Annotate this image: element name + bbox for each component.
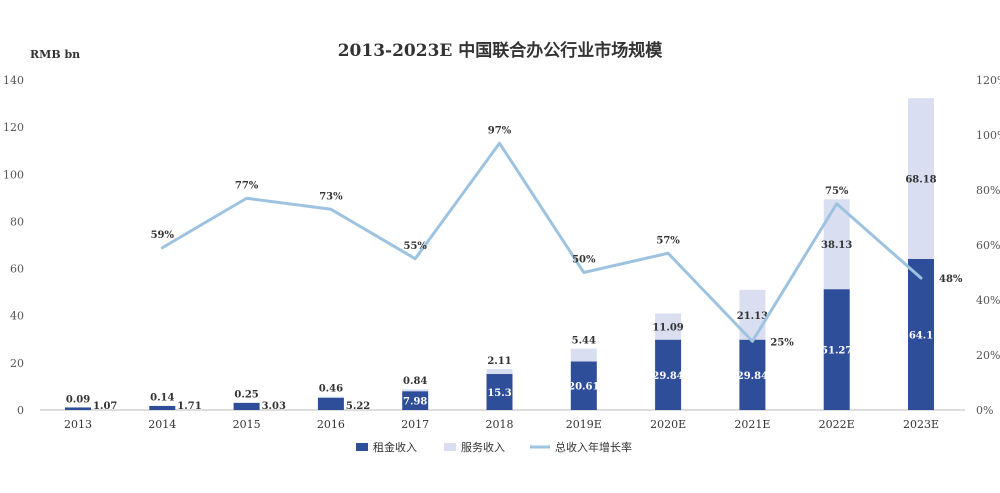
bar-rent [739, 339, 766, 410]
y2-tick-label: 40% [976, 294, 1000, 307]
bar-service-label: 11.09 [652, 323, 683, 334]
y2-tick-label: 100% [976, 129, 1000, 142]
bar-rent-label: 20.61 [568, 382, 599, 393]
x-tick-label: 2022E [819, 418, 855, 431]
bar-service [823, 199, 850, 290]
bar-rent [149, 405, 176, 410]
bar-service-label: 5.44 [572, 336, 596, 347]
growth-line [160, 141, 923, 343]
bar-service-label: 0.25 [234, 389, 258, 400]
bar-service-label: 68.18 [905, 175, 936, 186]
growth-point-label: 55% [403, 241, 427, 252]
y-tick-label: 100 [3, 168, 24, 181]
legend-label-rent: 租金收入 [373, 440, 417, 454]
x-tick-label: 2013 [64, 418, 92, 431]
bar-rent-label: 7.98 [403, 397, 427, 408]
bar-service [908, 98, 934, 259]
bar-rent-label: 1.71 [177, 401, 201, 412]
legend-label-service: 服务收入 [461, 440, 505, 454]
bar-service [317, 396, 344, 398]
y2-tick-label: 20% [976, 349, 1000, 362]
growth-point-label: 57% [656, 235, 680, 246]
y-tick-label: 80 [10, 215, 24, 228]
x-tick-label: 2016 [317, 418, 345, 431]
bar-rent-label: 5.22 [346, 401, 370, 412]
y-tick-label: 40 [10, 310, 24, 323]
bar-rent [65, 407, 91, 410]
y2-tick-label: 80% [976, 184, 1000, 197]
bar-rent-label: 1.07 [93, 401, 117, 412]
x-tick-label: 2021E [734, 418, 770, 431]
y-tick-label: 120 [3, 121, 24, 134]
bar-service-label: 0.09 [66, 394, 90, 405]
growth-point-label: 48% [939, 274, 963, 285]
y-axis-ticks: 0 20 40 60 80 100 120 140 [3, 74, 24, 417]
bar-rent-label: 29.84 [737, 371, 768, 382]
bar-rent-label: 15.3 [487, 388, 511, 399]
bar-service [402, 389, 429, 392]
bar-rent-label: 51.27 [821, 346, 852, 357]
growth-line-layer: 59% 77% 73% 55% 97% 50% 57% 25% 75% 48% [151, 125, 963, 348]
x-tick-label: 2018 [486, 418, 514, 431]
growth-point-label: 50% [572, 255, 596, 266]
bar-rent [486, 373, 513, 410]
bar-rent-label: 3.03 [262, 401, 286, 412]
bar-rent [317, 397, 344, 410]
bar-rent [908, 258, 934, 410]
y-tick-label: 140 [3, 74, 24, 87]
x-axis-labels: 2013 2014 2015 2016 2017 2018 2019E 2020E 2021E 2… [64, 418, 939, 431]
x-tick-label: 2017 [401, 418, 429, 431]
bar-rent-label: 29.84 [652, 371, 683, 382]
bar-service-label: 21.13 [737, 311, 768, 322]
y-tick-label: 0 [17, 404, 24, 417]
growth-point-label: 77% [235, 180, 259, 191]
legend-swatch-service [444, 443, 456, 451]
bar-rent [402, 391, 429, 410]
legend-swatch-rent [356, 443, 368, 451]
legend-label-growth: 总收入年增长率 [555, 440, 632, 454]
bar-service-label: 0.46 [319, 384, 343, 395]
y-tick-label: 60 [10, 263, 24, 276]
bar-service [570, 348, 597, 362]
growth-point-label: 97% [488, 125, 512, 136]
legend: 租金收入 服务收入 总收入年增长率 [356, 440, 632, 454]
bar-rent-label: 64.1 [909, 330, 933, 341]
bar-rent [823, 289, 850, 410]
bars-layer: 1.070.09 1.710.14 3.03 0.25 5.220.46 7.98 0.84… [65, 98, 937, 412]
bar-rent [233, 402, 260, 410]
bar-service [233, 402, 260, 403]
bar-service-label: 2.11 [487, 356, 511, 367]
x-tick-label: 2015 [233, 418, 261, 431]
y-tick-label: 20 [10, 357, 24, 370]
x-tick-label: 2019E [566, 418, 602, 431]
x-tick-label: 2023E [903, 418, 939, 431]
y-axis-unit-label: RMB bn [30, 48, 80, 61]
growth-point-label: 73% [319, 191, 343, 202]
y2-tick-label: 120% [976, 74, 1000, 87]
y2-axis-ticks: 0% 20% 40% 60% 80% 100% 120% [976, 74, 1000, 417]
x-tick-label: 2020E [650, 418, 686, 431]
bar-rent [655, 339, 682, 410]
growth-point-label: 25% [770, 337, 794, 348]
bar-service [655, 313, 682, 340]
bar-service-label: 38.13 [821, 240, 852, 251]
bar-service-label: 0.84 [403, 376, 427, 387]
bar-rent [570, 361, 597, 410]
bar-service [486, 368, 513, 374]
chart-title: 2013-2023E 中国联合办公行业市场规模 [338, 40, 664, 61]
bar-service-label: 0.14 [150, 393, 174, 404]
y2-tick-label: 0% [976, 404, 993, 417]
growth-point-label: 59% [151, 230, 175, 241]
y2-tick-label: 60% [976, 239, 1000, 252]
x-tick-label: 2014 [148, 418, 176, 431]
growth-point-label: 75% [825, 186, 849, 197]
